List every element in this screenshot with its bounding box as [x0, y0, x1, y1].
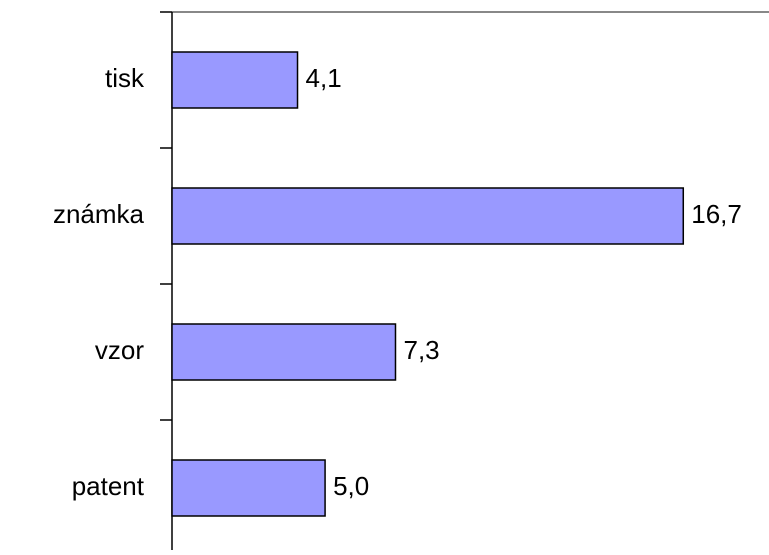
- y-tick-label: tisk: [105, 63, 145, 93]
- value-label: 4,1: [306, 63, 342, 93]
- bar: [171, 51, 299, 109]
- bar: [171, 459, 326, 517]
- value-label: 7,3: [403, 335, 439, 365]
- y-tick-label: známka: [53, 199, 145, 229]
- y-tick-label: vzor: [95, 335, 144, 365]
- value-label: 5,0: [333, 471, 369, 501]
- bar: [171, 323, 397, 381]
- bar: [171, 187, 685, 245]
- value-label: 16,7: [691, 199, 742, 229]
- y-tick-label: patent: [72, 471, 145, 501]
